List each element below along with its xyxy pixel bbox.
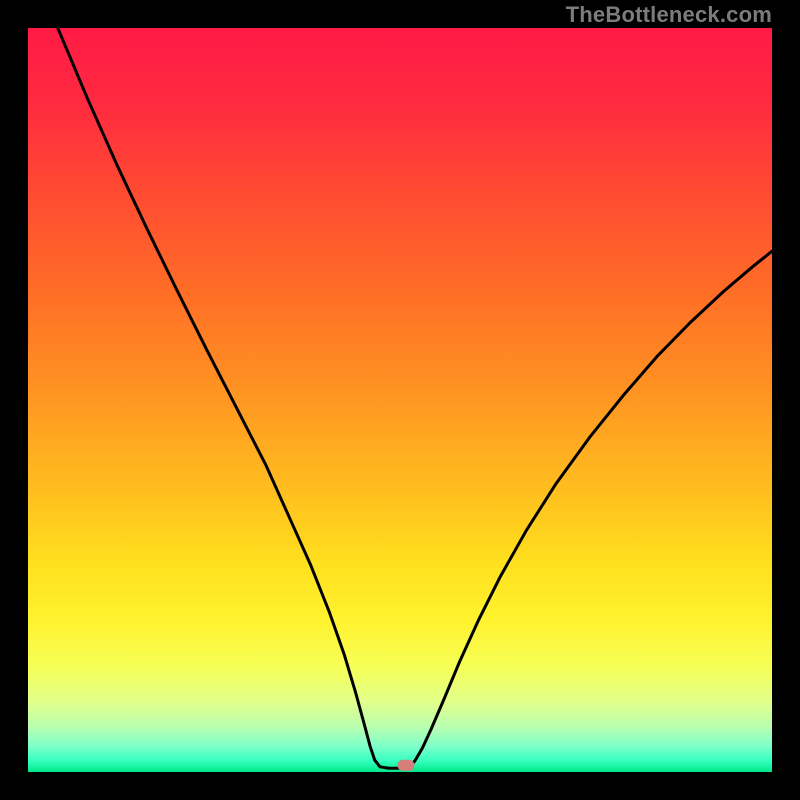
bottleneck-curve bbox=[58, 28, 772, 768]
optimal-marker bbox=[397, 760, 414, 771]
chart-stage: TheBottleneck.com bbox=[0, 0, 800, 800]
plot-area bbox=[28, 28, 772, 772]
bottleneck-curve-layer bbox=[28, 28, 772, 772]
watermark-text: TheBottleneck.com bbox=[566, 2, 772, 28]
